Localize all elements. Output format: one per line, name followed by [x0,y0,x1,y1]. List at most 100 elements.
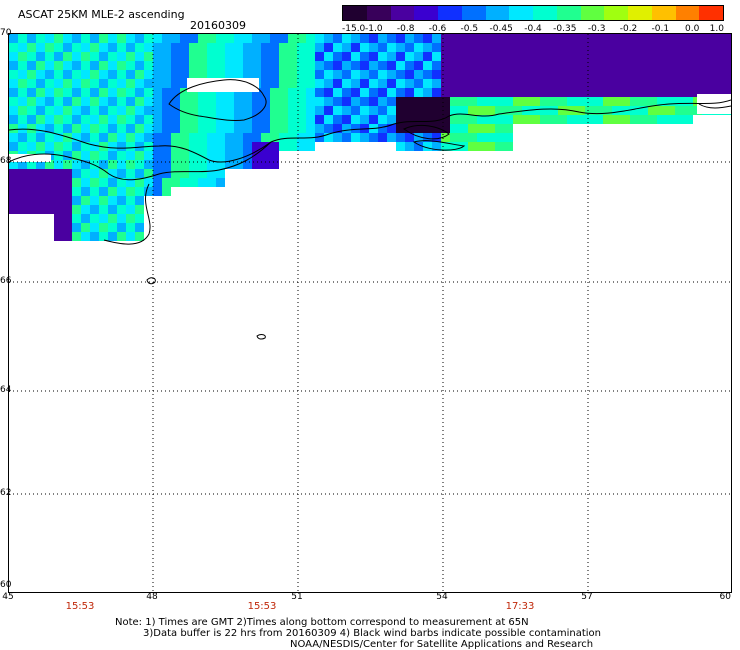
data-cell [405,97,414,106]
data-cell [261,70,270,79]
colorbar-segment [461,6,486,20]
data-cell [171,151,180,160]
data-cell [441,70,450,79]
data-cell [117,133,126,142]
data-cell [693,34,702,43]
data-cell [99,160,108,169]
data-cell [261,97,270,106]
data-cell [504,52,513,61]
data-cell [504,34,513,43]
data-cell [243,160,252,169]
data-cell [144,34,153,43]
data-cell [234,142,243,151]
data-cell [144,151,153,160]
data-cell [342,70,351,79]
data-cell [180,61,189,70]
data-cell [333,97,342,106]
data-cell [522,34,531,43]
data-cell [54,34,63,43]
data-cell [63,232,72,241]
data-cell [153,97,162,106]
data-cell [567,61,576,70]
data-cell [180,151,189,160]
data-cell [90,79,99,88]
data-cell [18,124,27,133]
data-cell [180,79,189,88]
data-cell [459,97,468,106]
data-cell [666,106,675,115]
data-cell [630,115,639,124]
data-cell [567,52,576,61]
data-cell [63,187,72,196]
data-cell [9,133,18,142]
data-cell [648,115,657,124]
data-cell [153,52,162,61]
data-cell [369,70,378,79]
data-cell [126,160,135,169]
data-cell [324,43,333,52]
data-cell [684,88,693,97]
data-cell [171,52,180,61]
data-cell [270,70,279,79]
data-cell [27,61,36,70]
data-cell [144,115,153,124]
data-cell [126,187,135,196]
data-cell [333,70,342,79]
data-cell [540,79,549,88]
data-cell [360,34,369,43]
data-cell [108,43,117,52]
data-cell [198,97,207,106]
data-cell [630,52,639,61]
data-cell [342,34,351,43]
data-cell [477,34,486,43]
data-cell [27,52,36,61]
data-cell [270,61,279,70]
coastline [9,79,731,340]
data-cell [468,106,477,115]
data-cell [513,106,522,115]
lon-label-60: 60 [719,592,731,602]
colorbar-label: -0.35 [553,24,577,34]
data-cell [207,61,216,70]
data-cell [54,196,63,205]
data-cell [711,43,720,52]
data-cell [666,97,675,106]
data-cell [522,88,531,97]
data-cell [72,151,81,160]
data-cell [558,70,567,79]
data-cell [414,88,423,97]
data-cell [297,34,306,43]
data-cell [180,178,189,187]
data-cell [180,88,189,97]
data-cell [45,52,54,61]
data-cell [171,34,180,43]
coastline-main [9,99,731,163]
data-cell [117,160,126,169]
data-cell [369,61,378,70]
data-cell [423,70,432,79]
lon-label-57: 57 [581,592,593,602]
data-cell [63,88,72,97]
data-cell [243,97,252,106]
data-cell [576,106,585,115]
data-cell [225,124,234,133]
data-cell [36,52,45,61]
data-cell [117,52,126,61]
data-cell [234,34,243,43]
data-cell [369,79,378,88]
data-cell [108,52,117,61]
data-cell [63,223,72,232]
data-cell [423,97,432,106]
data-cell [477,97,486,106]
colorbar-label: -0.45 [489,24,513,34]
data-cell [261,115,270,124]
data-cell [315,34,324,43]
data-cell [90,70,99,79]
data-cell [612,52,621,61]
data-cell [414,106,423,115]
data-cell [540,52,549,61]
data-cell [522,79,531,88]
data-cell [9,187,18,196]
data-cell [63,151,72,160]
data-cell [297,61,306,70]
